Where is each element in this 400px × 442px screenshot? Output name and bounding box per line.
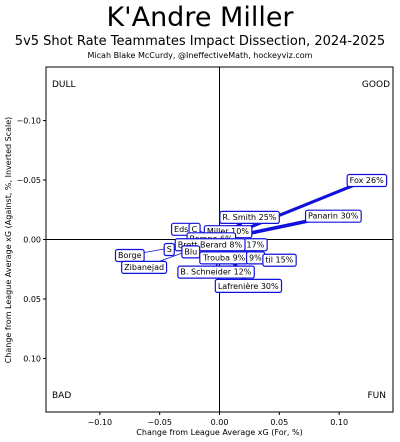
teammate-label-text: C (192, 225, 198, 234)
teammate-label: R. Smith 25% (219, 210, 280, 224)
teammate-label-text: B. Schneider 12% (180, 268, 251, 277)
teammate-label-text: R. Smith 25% (222, 213, 276, 222)
teammate-label: Lafrenière 30% (214, 278, 283, 293)
teammate-label: til 15% (262, 253, 297, 267)
x-tick-label: 0.00 (211, 418, 229, 427)
teammate-label-box (121, 260, 168, 274)
x-tick-label: −0.05 (147, 418, 172, 427)
quadrant-label-dull: DULL (52, 80, 76, 90)
chart-credit: Micah Blake McCurdy, @IneffectiveMath, h… (87, 51, 313, 60)
teammate-label-text: Fox 26% (350, 176, 384, 185)
quadrant-label-bad: BAD (52, 391, 71, 401)
teammate-label-text: 9% (249, 253, 262, 262)
quadrant-label-fun: FUN (368, 391, 387, 401)
teammate-label: Fox 26% (346, 173, 388, 188)
teammate-label: Trouba 9% (199, 251, 249, 265)
teammate-label-text: Brett Berard 8% (178, 240, 243, 249)
teammate-label-text: Eds (174, 225, 188, 234)
y-tick-label: 0.10 (23, 354, 41, 363)
y-axis-label: Change from League Average xG (Against, … (4, 117, 13, 364)
teammate-label-text: Blu (184, 247, 197, 256)
teammate-label: Blu (181, 245, 201, 259)
chart-title: K'Andre Miller (106, 2, 294, 33)
teammate-label: S (163, 242, 175, 257)
y-tick-label: 0.00 (23, 236, 41, 245)
x-tick-label: 0.05 (270, 418, 288, 427)
teammate-label-box (262, 253, 297, 267)
teammate-label-box (304, 209, 362, 223)
x-ticks: −0.10 −0.05 0.00 0.05 0.10 (88, 412, 348, 427)
teammate-label: Borge (114, 248, 145, 263)
teammate-label-box (177, 265, 255, 279)
x-axis-label: Change from League Average xG (For, %) (136, 428, 302, 437)
x-tick-label: 0.10 (330, 418, 348, 427)
y-ticks: −0.10 −0.05 0.00 0.05 0.10 (16, 117, 46, 363)
teammate-label: 17% (243, 238, 268, 252)
y-tick-label: 0.05 (23, 295, 41, 304)
teammate-label-text: til 15% (265, 256, 293, 265)
teammate-label-text: Trouba 9% (202, 253, 245, 262)
teammate-label-box (214, 278, 283, 293)
teammate-label-text: Zibanejad (124, 263, 164, 272)
teammate-label: B. Schneider 12% (177, 265, 255, 279)
teammate-label-text: 17% (247, 240, 265, 249)
teammate-label-text: Borge (118, 251, 142, 260)
teammate-label-text: Panarin 30% (308, 212, 359, 221)
teammate-label-box (346, 173, 388, 188)
teammate-label-text: S (167, 245, 172, 254)
x-tick-label: −0.10 (88, 418, 113, 427)
teammate-label-box (163, 242, 175, 257)
teammate-label: Panarin 30% (304, 209, 362, 223)
chart-subtitle: 5v5 Shot Rate Teammates Impact Dissectio… (14, 34, 386, 49)
teammate-label-text: Lafrenière 30% (218, 281, 279, 291)
quadrant-label-good: GOOD (362, 80, 390, 90)
teammate-label-box (181, 245, 201, 259)
teammate-label-box (219, 210, 280, 224)
teammate-labels: Fox 26% Panarin 30% R. Smith 25% Miller 10%… (114, 173, 388, 293)
teammate-label: 9% (245, 251, 266, 265)
teammate-label: Zibanejad (121, 260, 168, 274)
y-tick-label: −0.10 (16, 117, 41, 126)
teammate-label-text: Miller 10% (207, 227, 250, 236)
y-tick-label: −0.05 (16, 176, 41, 185)
